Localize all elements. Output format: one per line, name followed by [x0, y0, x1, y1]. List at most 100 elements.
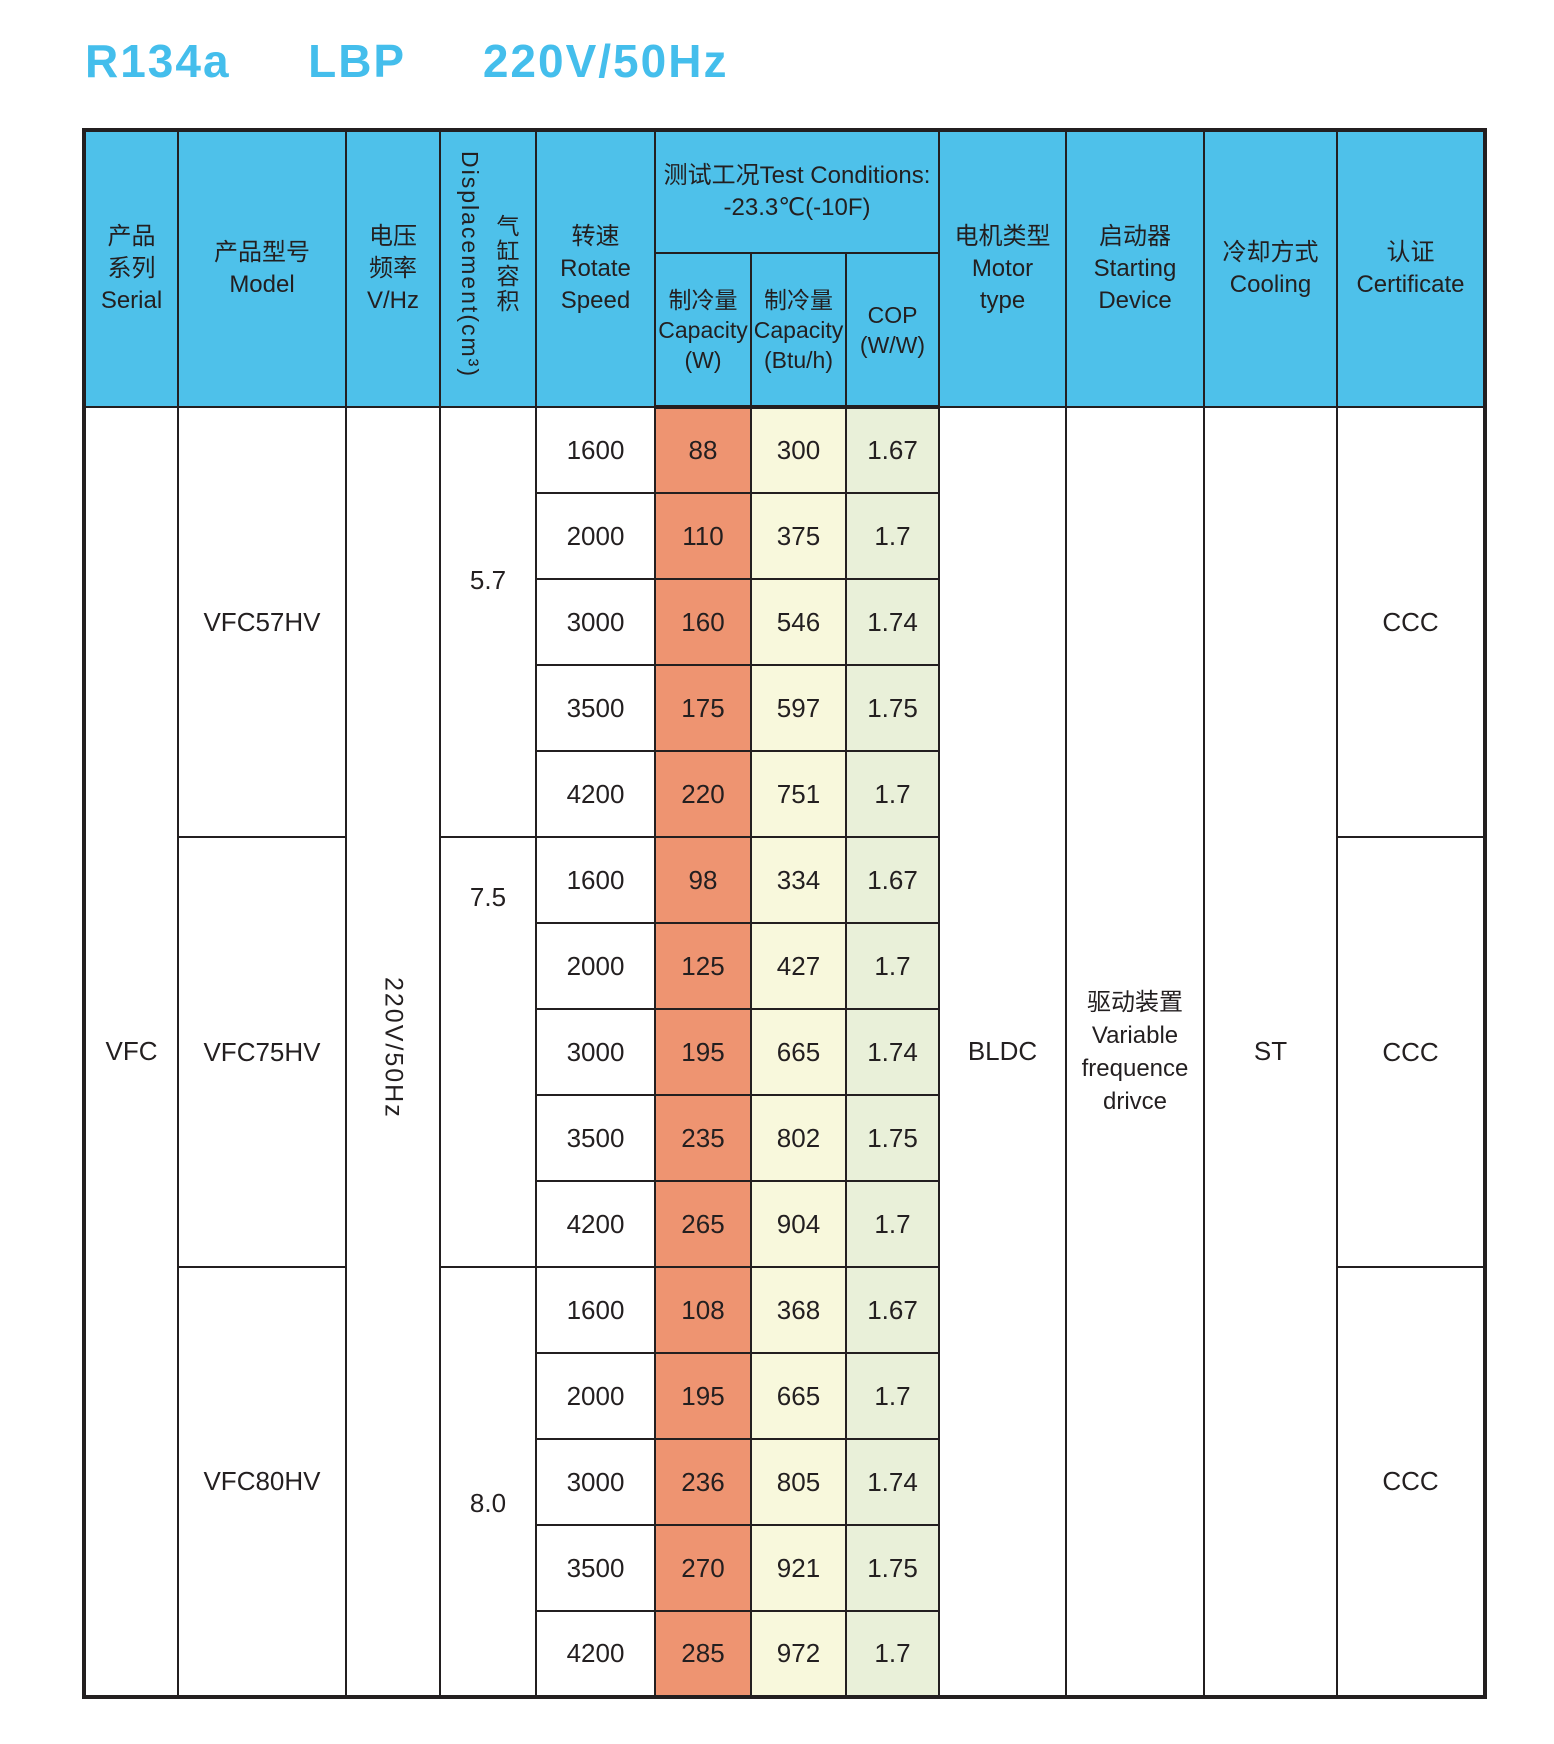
- cell-capacity-btu: 802: [750, 1094, 847, 1182]
- cell-capacity-btu: 751: [750, 750, 847, 838]
- cell-capacity-btu: 375: [750, 492, 847, 580]
- header-displacement: 气缸容积 Displacement(cm³): [439, 129, 537, 408]
- cell-capacity-btu: 805: [750, 1438, 847, 1526]
- cell-cop: 1.7: [845, 1610, 940, 1698]
- header-row-2: 制冷量 Capacity (W) 制冷量 Capacity (Btu/h) CO…: [84, 252, 1485, 409]
- cell-speed: 3000: [535, 1008, 656, 1096]
- cell-capacity-w: 285: [654, 1610, 752, 1698]
- cell-cop: 1.7: [845, 750, 940, 838]
- header-motor-type: 电机类型 Motor type: [938, 129, 1067, 408]
- header-displacement-vertical-text: 气缸容积 Displacement(cm³): [457, 151, 519, 378]
- cell-cop: 1.67: [845, 836, 940, 924]
- header-test-conditions: 测试工况Test Conditions: -23.3℃(-10F): [654, 129, 940, 254]
- cell-speed: 4200: [535, 1610, 656, 1698]
- cell-certificate: CCC: [1336, 406, 1486, 838]
- cell-capacity-w: 195: [654, 1008, 752, 1096]
- cell-capacity-btu: 665: [750, 1352, 847, 1440]
- table-row: 4200 285 972 1.7: [84, 1610, 1485, 1698]
- displacement-value: 8.0: [469, 1488, 507, 1518]
- cell-model: VFC57HV: [177, 406, 347, 838]
- cell-displacement: 7.5: [439, 836, 537, 1268]
- cell-capacity-w: 108: [654, 1266, 752, 1354]
- header-voltage-frequency: 电压 频率 V/Hz: [345, 129, 441, 408]
- cell-speed: 2000: [535, 922, 656, 1010]
- table-row: 3000 160 546 1.74: [84, 578, 1485, 666]
- cell-speed: 3500: [535, 1524, 656, 1612]
- table-row: 2000 125 427 1.7: [84, 922, 1485, 1010]
- cell-speed: 4200: [535, 750, 656, 838]
- cell-speed: 1600: [535, 836, 656, 924]
- cell-capacity-w: 125: [654, 922, 752, 1010]
- cell-capacity-btu: 921: [750, 1524, 847, 1612]
- cell-capacity-w: 195: [654, 1352, 752, 1440]
- table-row: 3500 270 921 1.75: [84, 1524, 1485, 1612]
- cell-cop: 1.7: [845, 1352, 940, 1440]
- cell-speed: 2000: [535, 492, 656, 580]
- table-row: VFC75HV 7.5 1600 98 334 1.67 CCC: [84, 836, 1486, 1268]
- cell-capacity-btu: 972: [750, 1610, 847, 1698]
- cell-cop: 1.74: [845, 1438, 940, 1526]
- displacement-value: 7.5: [469, 881, 507, 912]
- header-capacity-w: 制冷量 Capacity (W): [654, 252, 752, 409]
- header-rotate-speed: 转速 Rotate Speed: [535, 129, 656, 408]
- cell-capacity-btu: 300: [750, 406, 847, 494]
- cell-capacity-btu: 665: [750, 1008, 847, 1096]
- cell-capacity-btu: 427: [750, 922, 847, 1010]
- cell-speed: 2000: [535, 1352, 656, 1440]
- cell-capacity-w: 110: [654, 492, 752, 580]
- cell-model: VFC75HV: [177, 836, 347, 1268]
- header-serial: 产品 系列 Serial: [83, 129, 179, 408]
- cell-capacity-w: 88: [654, 406, 752, 494]
- cell-cop: 1.7: [845, 492, 940, 580]
- table-row: 2000 110 375 1.7: [84, 492, 1485, 580]
- cell-capacity-w: 98: [654, 836, 752, 924]
- spec-table: 产品 系列 Serial 产品型号 Model 电压 频率 V/Hz 气缸容积 …: [82, 128, 1487, 1699]
- table-row: VFC80HV 8.0 1600 108 368 1.67 CCC: [84, 1266, 1486, 1698]
- cell-cop: 1.67: [845, 1266, 940, 1354]
- cell-model: VFC80HV: [177, 1266, 347, 1698]
- table-row: 3500 235 802 1.75: [84, 1094, 1485, 1182]
- cell-displacement: 8.0: [439, 1266, 537, 1698]
- cell-cop: 1.75: [845, 1094, 940, 1182]
- cell-cop: 1.67: [845, 406, 940, 494]
- cell-capacity-btu: 546: [750, 578, 847, 666]
- cell-speed: 3000: [535, 1438, 656, 1526]
- table-row: 4200 265 904 1.7: [84, 1180, 1485, 1268]
- header-row-1: 产品 系列 Serial 产品型号 Model 电压 频率 V/Hz 气缸容积 …: [83, 129, 1486, 408]
- cell-capacity-w: 160: [654, 578, 752, 666]
- table-body: VFC VFC57HV 220V/50Hz 5.7 1600 88 300 1.…: [83, 406, 1486, 1698]
- header-capacity-btu: 制冷量 Capacity (Btu/h): [750, 252, 847, 409]
- header-starting-device: 启动器 Starting Device: [1065, 129, 1205, 408]
- cell-capacity-w: 270: [654, 1524, 752, 1612]
- table-header: 产品 系列 Serial 产品型号 Model 电压 频率 V/Hz 气缸容积 …: [83, 129, 1486, 409]
- table-row: 4200 220 751 1.7: [84, 750, 1485, 838]
- header-certificate: 认证 Certificate: [1336, 129, 1486, 408]
- cell-voltage-frequency: 220V/50Hz: [345, 406, 441, 1698]
- cell-displacement: 5.7: [439, 406, 537, 838]
- cell-cop: 1.75: [845, 1524, 940, 1612]
- cell-capacity-w: 235: [654, 1094, 752, 1182]
- cell-capacity-btu: 334: [750, 836, 847, 924]
- cell-speed: 4200: [535, 1180, 656, 1268]
- cell-cooling: ST: [1203, 406, 1338, 1698]
- cell-capacity-btu: 904: [750, 1180, 847, 1268]
- cell-speed: 1600: [535, 406, 656, 494]
- cell-capacity-w: 265: [654, 1180, 752, 1268]
- cell-speed: 1600: [535, 1266, 656, 1354]
- cell-certificate: CCC: [1336, 836, 1486, 1268]
- cell-capacity-w: 220: [654, 750, 752, 838]
- cell-certificate: CCC: [1336, 1266, 1486, 1698]
- cell-capacity-w: 175: [654, 664, 752, 752]
- page-title: R134a LBP 220V/50Hz: [85, 35, 729, 87]
- cell-starting-device: 驱动装置 Variable frequence drivce: [1065, 406, 1205, 1698]
- displacement-value: 5.7: [469, 564, 507, 595]
- header-model: 产品型号 Model: [177, 129, 347, 408]
- cell-cop: 1.7: [845, 1180, 940, 1268]
- cell-speed: 3000: [535, 578, 656, 666]
- cell-speed: 3500: [535, 664, 656, 752]
- cell-cop: 1.74: [845, 1008, 940, 1096]
- table-row: 3500 175 597 1.75: [84, 664, 1485, 752]
- cell-capacity-btu: 368: [750, 1266, 847, 1354]
- table-row: VFC VFC57HV 220V/50Hz 5.7 1600 88 300 1.…: [83, 406, 1486, 1698]
- voltage-frequency-vertical-text: 220V/50Hz: [379, 976, 408, 1119]
